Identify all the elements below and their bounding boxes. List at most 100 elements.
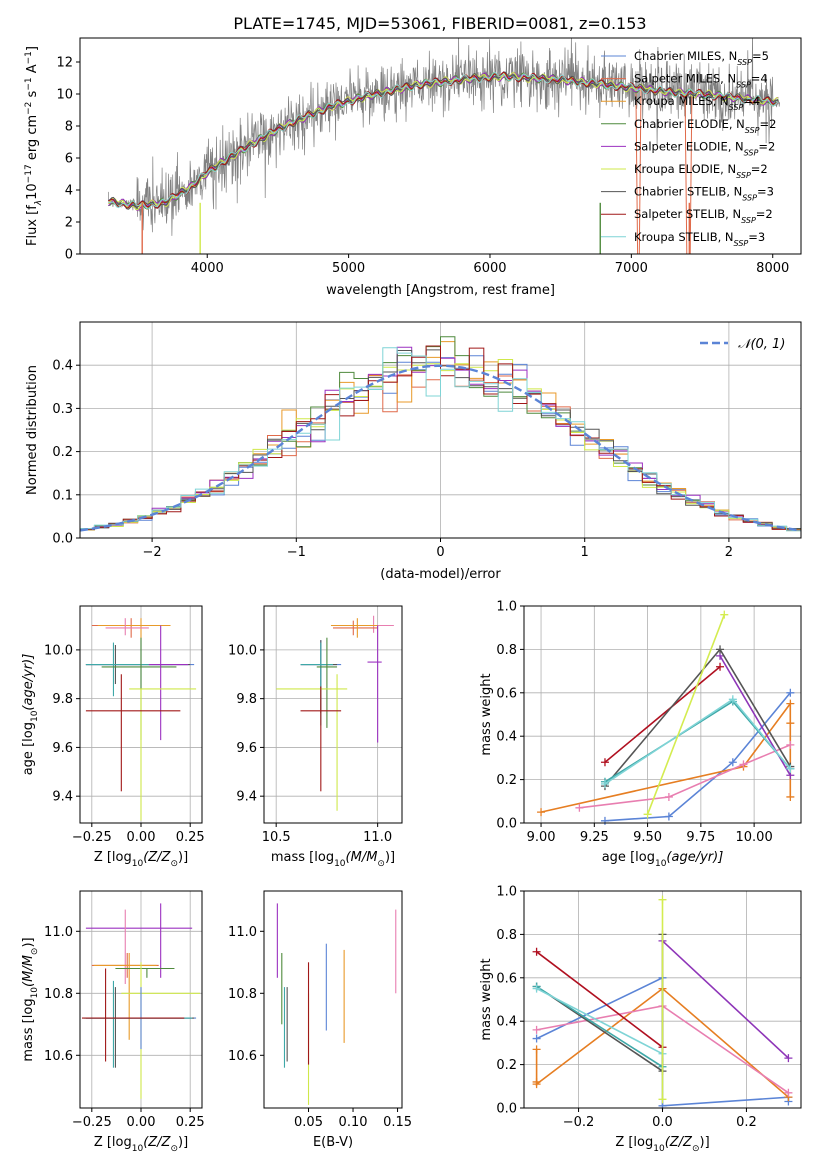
mass-weight-series-line: [604, 666, 721, 763]
mass-weight-point: [786, 764, 795, 773]
legend-entry: Salpeter ELODIE, NSSP=2: [634, 139, 775, 157]
x-axis-label: Z [log10(Z/Z⊙)]: [94, 850, 188, 869]
y-axis-label: Flux [fλ10−17 erg cm−2 s−1 A−1]: [24, 46, 44, 246]
x-axis-label: wavelength [Angstrom, rest frame]: [326, 283, 555, 298]
legend-entry: Salpeter MILES, NSSP=4: [634, 72, 768, 90]
x-tick-label: 0.25: [176, 830, 205, 845]
x-tick-label: −1: [287, 545, 306, 560]
y-tick-label: 11.0: [44, 925, 73, 940]
mass-weight-point: [739, 760, 748, 769]
x-tick-label: −2: [143, 545, 162, 560]
mass-weight-point: [600, 816, 609, 825]
spectrum-model-line: [108, 71, 779, 210]
x-tick-label: 7000: [615, 261, 648, 276]
y-tick-label: 11.0: [228, 925, 257, 940]
mass-weight-point: [716, 645, 725, 654]
y-tick-label: 0.0: [52, 532, 73, 547]
mass-weight-point: [643, 810, 652, 819]
y-tick-label: 12: [56, 56, 73, 71]
x-axis-label: Z [log10(Z/Z⊙)]: [94, 1135, 188, 1154]
x-axis-label: mass [log10(M/M⊙)]: [271, 850, 395, 869]
y-tick-label: 9.8: [52, 692, 73, 707]
mass-weight-point: [786, 719, 795, 728]
y-tick-label: 9.6: [236, 741, 257, 756]
y-tick-label: 9.4: [52, 790, 73, 805]
x-tick-label: 0.25: [176, 1115, 205, 1130]
residual-histogram: −2 −1 0 1 2 0.0 0.1 0.2 0.3 0.4 (data-model)/error…: [25, 321, 802, 582]
spectrum-chart: 4000 5000 6000 7000 8000 0 2 4 6 8 10 12 wavelength …: [24, 37, 802, 298]
mass-weight-point: [786, 792, 795, 801]
mass-weight-point: [786, 699, 795, 708]
x-axis-label: Z [log10(Z/Z⊙)]: [615, 1135, 709, 1154]
mass-weight-series-line: [536, 987, 663, 1055]
x-axis-label: (data-model)/error: [380, 567, 501, 582]
legend-entry: Chabrier STELIB, NSSP=3: [634, 185, 774, 203]
y-tick-label: 8: [65, 120, 73, 135]
legend-entry: Chabrier MILES, NSSP=5: [634, 49, 769, 67]
y-tick-label: 0.4: [496, 730, 517, 745]
y-tick-label: 0.0: [496, 817, 517, 832]
x-tick-label: 10.00: [736, 830, 773, 845]
y-tick-label: 6: [65, 152, 73, 167]
mass-weight-point: [728, 758, 737, 767]
x-tick-label: 9.75: [686, 830, 715, 845]
mass-weight-series-line: [579, 744, 791, 809]
mass-weight-series-line: [661, 940, 789, 1059]
y-tick-label: 10.8: [228, 987, 257, 1002]
mass-weight-point: [532, 984, 541, 993]
x-tick-label: 10.5: [262, 830, 291, 845]
mass-weight-point: [786, 740, 795, 749]
legend-entry: Kroupa STELIB, NSSP=3: [634, 230, 765, 248]
mass-weight-point: [784, 1088, 793, 1097]
x-tick-label: 0.15: [383, 1115, 412, 1130]
y-tick-label: 4: [65, 184, 73, 199]
mass-weight-point: [537, 808, 546, 817]
x-axis-label: age [log10(age/yr)]: [602, 850, 724, 869]
legend-entry: Kroupa ELODIE, NSSP=2: [634, 162, 768, 180]
x-tick-label: 1: [581, 545, 589, 560]
y-tick-label: 9.4: [236, 790, 257, 805]
x-axis-label: E(B-V): [313, 1135, 353, 1150]
age-mass-weight-chart: 9.00 9.25 9.50 9.75 10.00 0.0 0.2 0.4 0.6 0.8 1.0 a…: [479, 600, 802, 869]
x-tick-label: −0.25: [72, 830, 112, 845]
y-tick-label: 0.0: [496, 1102, 517, 1117]
y-axis-label: age [log10(age/yr)]: [21, 654, 40, 776]
y-tick-label: 0.2: [496, 773, 517, 788]
metallicity-mass-weight-chart: −0.2 0.0 0.2 0.0 0.2 0.4 0.6 0.8 1.0 Z [log10(Z/Z…: [479, 885, 802, 1154]
axes-frame: [263, 605, 403, 824]
y-tick-label: 0.8: [496, 643, 517, 658]
x-tick-label: −0.2: [563, 1115, 595, 1130]
axes-frame: [79, 37, 802, 255]
legend-entry: Kroupa MILES, NSSP=4: [634, 94, 760, 112]
x-tick-label: 11.0: [363, 830, 392, 845]
y-tick-label: 0.8: [496, 928, 517, 943]
residual-histogram-series: [80, 347, 801, 533]
spectrum-legend: Chabrier MILES, NSSP=5 Salpeter MILES, NS…: [601, 49, 776, 247]
x-tick-label: 6000: [473, 261, 506, 276]
y-tick-label: 10.8: [44, 987, 73, 1002]
mass-weight-point: [532, 1045, 541, 1054]
mass-weight-series-line: [646, 614, 726, 815]
y-tick-label: 0: [65, 248, 73, 263]
mass-weight-point: [720, 610, 729, 619]
mass-weight-point: [664, 792, 673, 801]
x-tick-label: 9.50: [633, 830, 662, 845]
axes-frame: [263, 890, 403, 1109]
metallicity-mass-chart: −0.25 0.00 0.25 10.6 10.8 11.0 Z [log10(Z/Z⊙)]…: [21, 890, 205, 1154]
x-tick-label: 0.0: [652, 1115, 673, 1130]
mass-weight-series-line: [540, 701, 792, 813]
y-tick-label: 1.0: [496, 885, 517, 900]
figure-title: PLATE=1745, MJD=53061, FIBERID=0081, z=0…: [233, 14, 646, 33]
legend-entry: Chabrier ELODIE, NSSP=2: [634, 117, 776, 135]
y-tick-label: 0.6: [496, 971, 517, 986]
legend-entry: 𝒩(0, 1): [738, 337, 785, 352]
mass-weight-point: [716, 662, 725, 671]
mass-weight-point: [532, 1034, 541, 1043]
extinction-mass-chart: 0.05 0.10 0.15 10.6 10.8 11.0 E(B-V): [228, 890, 412, 1150]
x-tick-label: 0.2: [736, 1115, 757, 1130]
y-tick-label: 10: [56, 88, 73, 103]
y-tick-label: 0.2: [496, 1058, 517, 1073]
x-tick-label: 0.00: [127, 1115, 156, 1130]
axes-frame: [523, 605, 802, 824]
